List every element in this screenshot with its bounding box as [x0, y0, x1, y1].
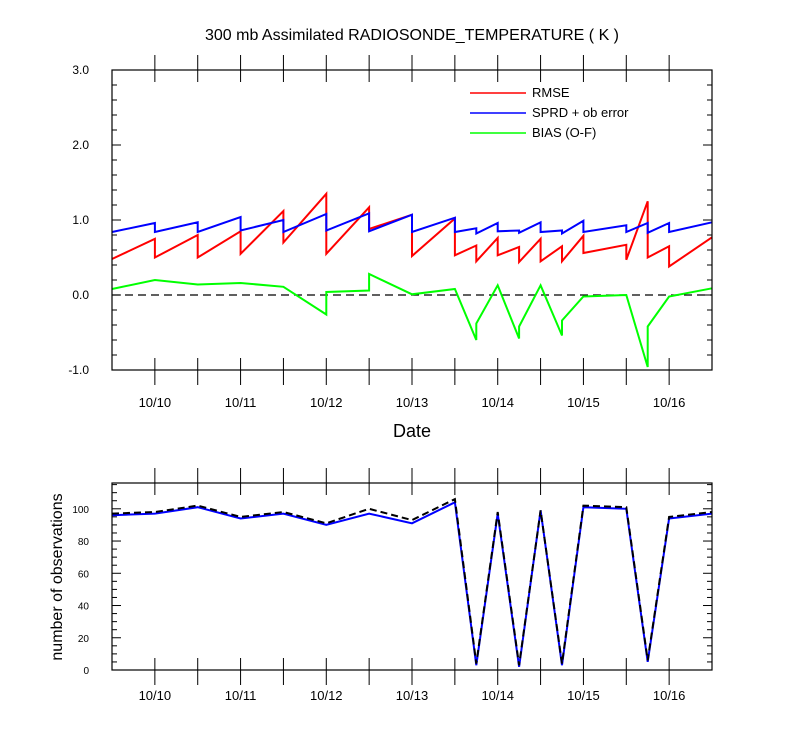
x-tick-label: 10/14: [481, 395, 514, 410]
y-axis-label: number of observations: [49, 493, 66, 660]
x-tick-label: 10/12: [310, 395, 343, 410]
y-tick-label: 100: [72, 505, 89, 516]
series-line-sprd-ob-error: [111, 211, 713, 236]
x-axis-label: Date: [393, 421, 431, 441]
legend-label-bias: BIAS (O-F): [532, 125, 596, 140]
observation-count-chart: 0 20 40 60 80 100 10/10 10/11 10/12 10/13 10/14 10…: [49, 468, 713, 703]
x-tick-label: 10/15: [567, 395, 600, 410]
series-line-bias-o-f: [111, 272, 713, 368]
y-tick-label: 80: [78, 537, 90, 548]
x-tick-label: 10/11: [225, 395, 257, 410]
y-tick-label: 3.0: [72, 63, 89, 77]
x-tick-label: 10/15: [567, 688, 600, 703]
legend-label-rmse: RMSE: [532, 85, 570, 100]
x-tick-label: 10/16: [653, 688, 686, 703]
series-line-possible: [111, 497, 713, 666]
legend: RMSE SPRD + ob error BIAS (O-F): [470, 85, 629, 140]
y-tick-label: 2.0: [72, 138, 89, 152]
x-tick-label: 10/11: [225, 688, 257, 703]
y-tick-label: 20: [78, 634, 90, 645]
y-tick-label: 0.0: [72, 288, 89, 302]
legend-label-sprd: SPRD + ob error: [532, 105, 629, 120]
x-tick-label: 10/16: [653, 395, 686, 410]
chart-title: 300 mb Assimilated RADIOSONDE_TEMPERATUR…: [205, 27, 619, 44]
x-tick-label: 10/13: [396, 395, 429, 410]
x-tick-label: 10/10: [139, 395, 172, 410]
y-tick-label: 40: [78, 602, 90, 613]
series-line-rmse: [111, 191, 713, 269]
bias-rmse-chart: 300 mb Assimilated RADIOSONDE_TEMPERATUR…: [68, 27, 713, 441]
x-tick-label: 10/13: [396, 688, 429, 703]
y-tick-label: 1.0: [72, 213, 89, 227]
x-tick-label: 10/14: [481, 688, 514, 703]
y-tick-label: 60: [78, 569, 90, 580]
y-tick-label: 0: [83, 666, 89, 677]
y-tick-label: -1.0: [68, 363, 89, 377]
x-tick-label: 10/10: [139, 688, 172, 703]
x-tick-label: 10/12: [310, 688, 343, 703]
